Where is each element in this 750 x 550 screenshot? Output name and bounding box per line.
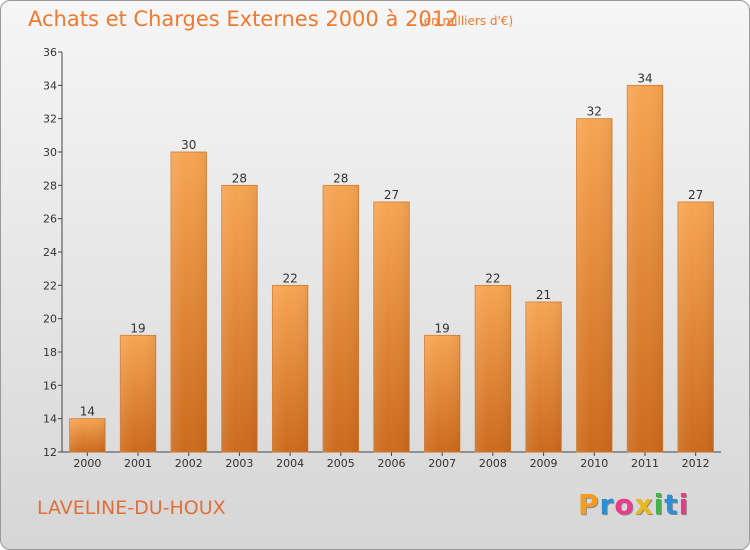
- x-tick-label: 2002: [175, 457, 203, 470]
- bar-shine: [323, 185, 359, 453]
- bar-value-label: 32: [587, 105, 602, 119]
- bar-value-label: 14: [80, 405, 95, 419]
- bar-value-label: 30: [181, 138, 196, 152]
- bar-shine: [627, 85, 663, 452]
- logo-letter: o: [614, 488, 635, 521]
- bar-value-label: 22: [485, 271, 500, 285]
- bar-value-label: 28: [333, 171, 348, 185]
- logo-letter: x: [634, 488, 654, 521]
- bar-shine: [170, 152, 207, 452]
- x-tick-label: 2007: [428, 457, 456, 470]
- proxiti-logo[interactable]: Proxiti: [578, 488, 689, 521]
- bar-value-label: 22: [282, 271, 297, 285]
- y-tick-label: 32: [43, 113, 57, 126]
- bar-value-label: 21: [536, 288, 551, 302]
- bar-shine: [475, 285, 511, 452]
- y-tick-label: 20: [43, 313, 57, 326]
- bar-value-label: 28: [232, 171, 247, 185]
- y-tick-label: 26: [43, 213, 57, 226]
- y-tick-label: 18: [43, 346, 57, 359]
- y-tick-label: 30: [43, 146, 57, 159]
- bar-shine: [525, 302, 562, 452]
- logo-letter: r: [599, 488, 615, 521]
- x-tick-label: 2001: [124, 457, 152, 470]
- y-tick-label: 14: [43, 413, 57, 426]
- y-tick-label: 22: [43, 279, 57, 292]
- logo-letter: P: [578, 488, 600, 521]
- bar-shine: [677, 202, 714, 452]
- x-tick-label: 2006: [378, 457, 406, 470]
- chart-subtitle: (en milliers d'€): [419, 14, 514, 28]
- bar-shine: [424, 335, 460, 452]
- bar-value-label: 27: [384, 188, 399, 202]
- bar-value-label: 19: [435, 321, 450, 335]
- x-tick-label: 2009: [530, 457, 558, 470]
- bar-value-label: 34: [637, 71, 652, 85]
- x-tick-label: 2004: [276, 457, 304, 470]
- bar-shine: [120, 335, 156, 452]
- bar-value-label: 19: [130, 321, 145, 335]
- x-tick-label: 2010: [580, 457, 608, 470]
- y-tick-label: 24: [43, 246, 57, 259]
- bar-shine: [373, 202, 410, 452]
- logo-letter: i: [653, 488, 665, 521]
- chart-title: Achats et Charges Externes 2000 à 2012: [28, 7, 459, 31]
- bar-shine: [272, 285, 308, 452]
- x-tick-label: 2012: [682, 457, 710, 470]
- chart-bars: [69, 84, 714, 453]
- logo-letter: t: [664, 488, 679, 521]
- y-tick-label: 28: [43, 179, 57, 192]
- y-tick-label: 36: [43, 46, 57, 59]
- y-tick-label: 34: [43, 79, 57, 92]
- bar-shine: [69, 418, 106, 452]
- bar-shine: [221, 185, 258, 453]
- x-tick-label: 2003: [225, 457, 253, 470]
- bar-shine: [576, 118, 613, 453]
- logo-letter: i: [678, 488, 690, 521]
- x-tick-label: 2008: [479, 457, 507, 470]
- bar-value-label: 27: [688, 188, 703, 202]
- commune-name: LAVELINE-DU-HOUX: [37, 497, 226, 519]
- chart-axes: 12 14 16 18 20 22 24 26 28 30 32 34 36: [43, 46, 721, 459]
- x-tick-label: 2011: [631, 457, 659, 470]
- y-tick-label: 12: [43, 446, 57, 459]
- chart-labels: 14 2000 19 2001 30 2002 28 2003 22 2004 28 2005 27 20…: [73, 71, 709, 470]
- x-tick-label: 2000: [73, 457, 101, 470]
- x-tick-label: 2005: [327, 457, 355, 470]
- y-tick-label: 16: [43, 379, 57, 392]
